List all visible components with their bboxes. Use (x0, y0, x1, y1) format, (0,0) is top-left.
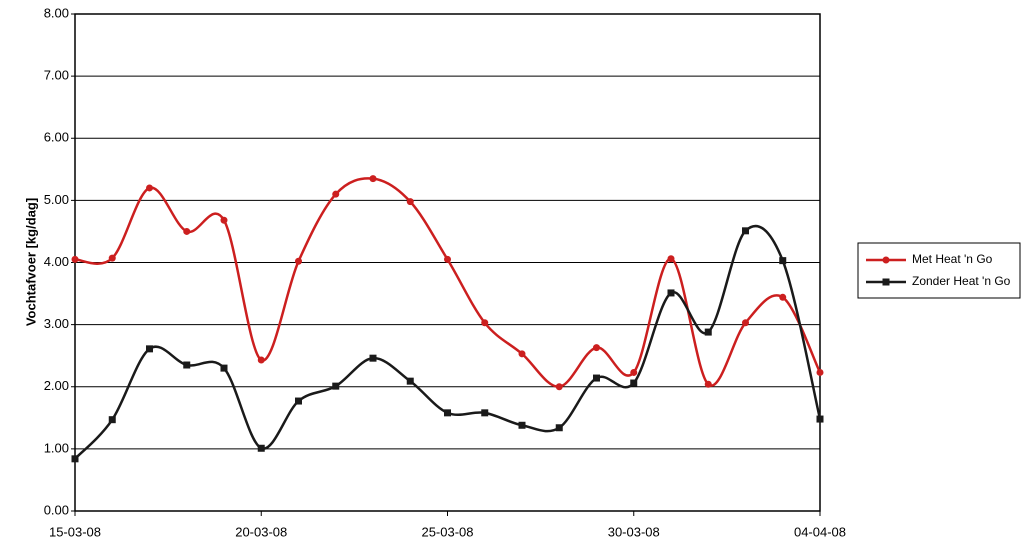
legend-label: Met Heat 'n Go (912, 252, 993, 266)
data-point (369, 354, 377, 362)
data-point (257, 444, 265, 452)
x-tick-label: 20-03-08 (235, 524, 287, 539)
data-point (71, 255, 79, 263)
data-point (71, 455, 79, 463)
data-point (704, 328, 712, 336)
y-tick-label: 2.00 (44, 378, 69, 393)
x-tick-label: 25-03-08 (421, 524, 473, 539)
y-tick-label: 3.00 (44, 316, 69, 331)
y-tick-label: 4.00 (44, 254, 69, 269)
x-tick-label: 30-03-08 (608, 524, 660, 539)
data-point (742, 227, 749, 235)
data-point (555, 424, 563, 432)
data-point (108, 416, 116, 424)
data-point (481, 319, 489, 327)
y-tick-label: 5.00 (44, 192, 69, 207)
x-tick-label: 15-03-08 (49, 524, 101, 539)
data-point (295, 257, 302, 265)
legend-marker (882, 278, 890, 286)
data-point (667, 289, 675, 297)
data-point (369, 175, 377, 183)
data-point (593, 374, 600, 382)
legend-marker (882, 256, 890, 264)
data-point (220, 364, 228, 372)
data-point (742, 319, 749, 327)
legend-label: Zonder Heat 'n Go (912, 274, 1011, 288)
legend-box (857, 242, 1021, 299)
data-point (332, 190, 340, 198)
data-point (183, 227, 191, 235)
data-point (816, 415, 824, 423)
data-point (667, 255, 675, 263)
data-point (146, 184, 153, 192)
data-point (816, 368, 824, 376)
data-point (146, 345, 153, 353)
x-tick-label: 04-04-08 (794, 524, 846, 539)
data-point (444, 409, 451, 417)
data-point (295, 397, 302, 405)
data-point (704, 380, 712, 388)
y-tick-label: 1.00 (44, 440, 69, 455)
data-point (630, 379, 638, 387)
data-point (555, 383, 563, 391)
y-tick-label: 0.00 (44, 502, 69, 517)
data-point (332, 382, 340, 390)
data-point (257, 356, 265, 364)
y-tick-label: 7.00 (44, 68, 69, 83)
legend: Met Heat 'n Go Zonder Heat 'n Go (857, 242, 1021, 299)
data-point (779, 257, 787, 265)
data-point (183, 361, 191, 369)
y-tick-label: 6.00 (44, 130, 69, 145)
data-point (593, 344, 600, 352)
y-axis-label: Vochtafvoer [kg/dag] (23, 198, 38, 326)
data-point (406, 198, 414, 206)
y-tick-label: 8.00 (44, 5, 69, 20)
data-point (779, 293, 787, 301)
data-point (630, 368, 638, 376)
data-point (444, 255, 451, 263)
data-point (518, 421, 526, 429)
data-point (108, 254, 116, 262)
data-point (518, 350, 526, 358)
series-line (74, 177, 822, 388)
data-point (406, 377, 414, 385)
data-point (220, 216, 228, 224)
data-point (481, 409, 489, 417)
series-line (74, 224, 822, 460)
